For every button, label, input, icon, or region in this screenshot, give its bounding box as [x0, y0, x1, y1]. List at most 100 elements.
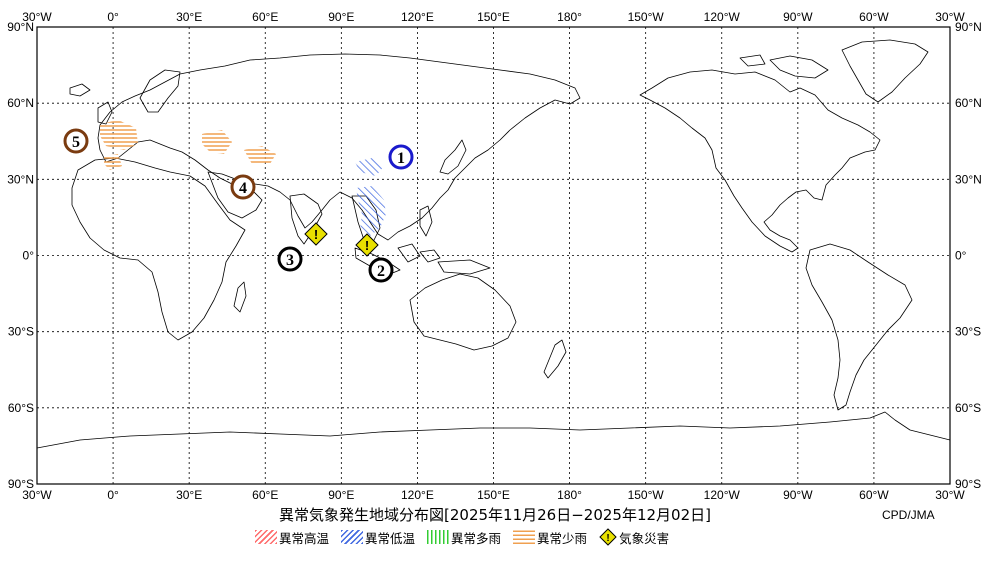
svg-text:!: ! [606, 533, 609, 544]
map-title: 異常気象発生地域分布図[2025年11月26日−2025年12月02日] [279, 506, 711, 524]
bottom-lon-label: 150°W [628, 488, 665, 502]
continents [36, 39, 951, 449]
bottom-lon-label: 180° [557, 488, 582, 502]
bottom-lon-label: 30°W [935, 488, 965, 502]
event-marker-2: 2 [368, 257, 394, 283]
top-lon-label: 120°E [401, 10, 434, 24]
left-lat-label: 90°S [8, 477, 34, 491]
top-longitude-labels: 30°W 0° 30°E 60°E 90°E 120°E 150°E 180° 150°W 120… [22, 10, 965, 24]
left-lat-label: 90°N [7, 20, 34, 34]
svg-text:3: 3 [286, 252, 294, 269]
cold-area-china [355, 158, 384, 176]
svg-text:!: ! [365, 238, 369, 253]
disaster-diamond-marker: ! [355, 233, 379, 257]
maritime-continent-outline [354, 243, 491, 275]
new-zealand-outline [543, 339, 567, 379]
bottom-lon-label: 150°E [477, 488, 510, 502]
bottom-lon-label: 120°W [704, 488, 741, 502]
event-marker-3: 3 [277, 246, 303, 272]
madagascar-outline [233, 281, 247, 313]
left-lat-label: 0° [23, 249, 35, 263]
right-lat-label: 0° [955, 249, 967, 263]
wet-pattern-icon [427, 530, 450, 544]
top-lon-label: 60°E [252, 10, 278, 24]
right-lat-label: 30°S [955, 325, 981, 339]
top-lon-label: 0° [107, 10, 119, 24]
left-lat-label: 30°N [7, 172, 34, 186]
warning-diamond-icon: ! [599, 528, 617, 546]
right-lat-label: 60°N [955, 96, 982, 110]
top-lon-label: 150°W [628, 10, 665, 24]
iceland-outline [69, 83, 91, 97]
left-lat-label: 60°N [7, 96, 34, 110]
left-lat-label: 30°S [8, 325, 34, 339]
legend-item-hot: 異常高温 [255, 528, 329, 547]
dry-area-europe-west [100, 120, 138, 150]
bottom-lon-label: 60°E [252, 488, 278, 502]
event-marker-5: 5 [63, 128, 89, 154]
anomaly-regions [100, 120, 386, 236]
hot-pattern-icon [255, 530, 277, 544]
legend-item-wet: 異常多雨 [427, 528, 501, 547]
south-america-outline [805, 243, 913, 411]
cold-pattern-icon [341, 530, 364, 544]
bottom-lon-label: 30°W [22, 488, 52, 502]
top-lon-label: 30°W [22, 10, 52, 24]
legend-label-cold: 異常低温 [365, 530, 416, 546]
right-lat-label: 90°S [955, 477, 981, 491]
africa-outline [71, 157, 246, 341]
top-lon-label: 180° [557, 10, 582, 24]
right-lat-label: 60°S [955, 401, 981, 415]
dry-area-caucasus [244, 146, 276, 164]
legend-item-disaster: ! 気象災害 [599, 528, 669, 547]
legend-label-dry: 異常少雨 [537, 530, 588, 546]
antarctica-outline [36, 411, 951, 449]
top-lon-label: 120°W [704, 10, 741, 24]
arabia-outline [207, 171, 263, 219]
svg-text:5: 5 [72, 134, 80, 151]
top-lon-label: 90°E [328, 10, 354, 24]
bottom-lon-label: 90°E [328, 488, 354, 502]
legend: 異常高温 異常低温 異常多雨 異常少雨 ! 気象災害 [255, 527, 669, 547]
right-lat-label: 90°N [955, 20, 982, 34]
top-lon-label: 30°W [935, 10, 965, 24]
bottom-lon-label: 0° [107, 488, 119, 502]
svg-text:4: 4 [239, 180, 247, 197]
left-latitude-labels: 90°N 60°N 30°N 0° 30°S 60°S 90°S [7, 20, 34, 491]
bottom-lon-label: 30°E [176, 488, 202, 502]
top-lon-label: 30°E [176, 10, 202, 24]
arctic-islands-outline [739, 54, 829, 79]
top-lon-label: 150°E [477, 10, 510, 24]
bottom-lon-label: 90°W [783, 488, 813, 502]
australia-outline [409, 273, 517, 351]
left-lat-label: 60°S [8, 401, 34, 415]
disaster-diamond-marker: ! [304, 222, 328, 246]
bottom-lon-label: 120°E [401, 488, 434, 502]
legend-item-cold: 異常低温 [341, 528, 415, 547]
greenland-outline [841, 39, 929, 103]
dry-area-balkans [202, 130, 232, 154]
svg-text:!: ! [314, 227, 318, 242]
bottom-lon-label: 60°W [859, 488, 889, 502]
right-latitude-labels: 90°N 60°N 30°N 0° 30°S 60°S 90°S [955, 20, 982, 491]
top-lon-label: 90°W [783, 10, 813, 24]
legend-label-disaster: 気象災害 [619, 530, 670, 546]
british-isles-outline [97, 101, 113, 125]
north-america-outline [639, 69, 881, 253]
svg-text:2: 2 [377, 263, 385, 280]
svg-text:1: 1 [397, 150, 405, 167]
legend-label-wet: 異常多雨 [451, 530, 502, 546]
dry-pattern-icon [513, 530, 536, 544]
cold-area-indochina [356, 186, 386, 236]
graticule [37, 27, 950, 484]
dry-area-iberia [104, 154, 122, 170]
top-lon-label: 60°W [859, 10, 889, 24]
legend-item-dry: 異常少雨 [513, 528, 587, 547]
japan-outline [439, 139, 467, 175]
eurasia-outline [97, 53, 581, 241]
legend-label-hot: 異常高温 [279, 530, 330, 546]
right-lat-label: 30°N [955, 172, 982, 186]
map-credit: CPD/JMA [882, 508, 935, 522]
event-marker-1: 1 [388, 144, 414, 170]
